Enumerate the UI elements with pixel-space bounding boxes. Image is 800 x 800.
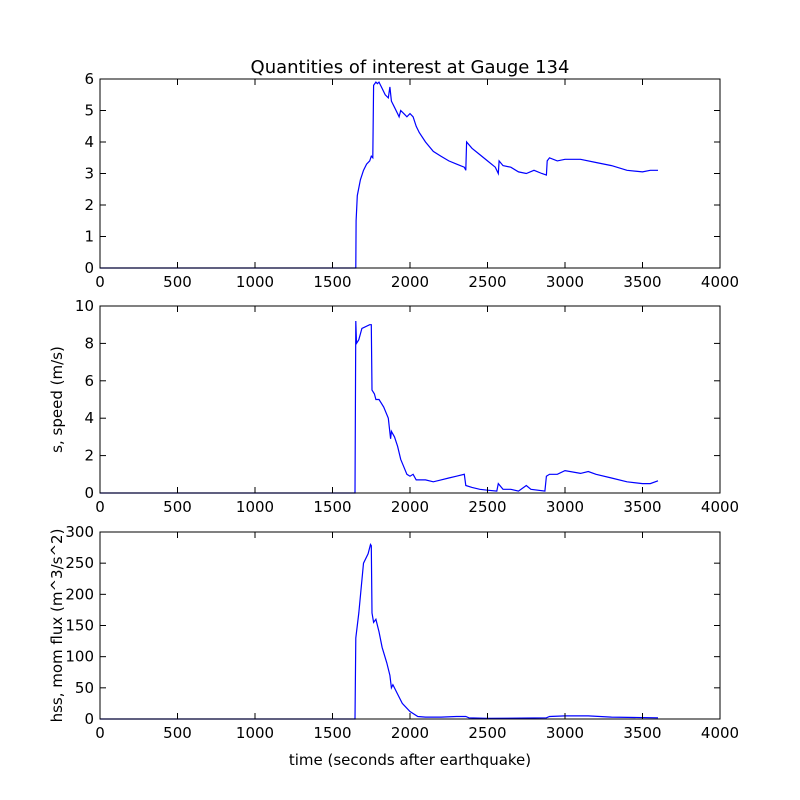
y-tick-label: 8 xyxy=(84,334,94,352)
y-tick-label: 4 xyxy=(84,133,94,151)
x-tick-label: 1500 xyxy=(313,724,351,742)
x-tick-label: 2500 xyxy=(468,724,506,742)
x-tick-label: 1000 xyxy=(236,724,274,742)
data-line xyxy=(100,543,659,720)
x-axis-label: time (seconds after earthquake) xyxy=(289,751,531,769)
y-tick-label: 0 xyxy=(84,484,94,502)
y-tick-label: 100 xyxy=(65,648,94,666)
x-tick-label: 1000 xyxy=(236,273,274,291)
x-tick-label: 4000 xyxy=(701,273,739,291)
x-tick-label: 1500 xyxy=(313,273,351,291)
x-tick-label: 1000 xyxy=(236,498,274,516)
x-tick-label: 3500 xyxy=(623,273,661,291)
y-tick-label: 6 xyxy=(84,372,94,390)
y-tick-label: 0 xyxy=(84,710,94,728)
y-tick-label: 10 xyxy=(75,297,94,315)
y-tick-label: 2 xyxy=(84,196,94,214)
y-axis-label: s, speed (m/s) xyxy=(48,346,66,453)
axes-frame xyxy=(99,305,721,494)
y-tick-label: 0 xyxy=(84,259,94,277)
x-tick-label: 2000 xyxy=(391,498,429,516)
data-line xyxy=(100,81,658,269)
y-tick-label: 5 xyxy=(84,102,94,120)
x-tick-label: 500 xyxy=(163,273,192,291)
x-tick-label: 0 xyxy=(95,724,105,742)
y-tick-label: 1 xyxy=(84,228,94,246)
chart-title: Quantities of interest at Gauge 134 xyxy=(251,57,570,78)
x-tick-label: 3000 xyxy=(546,273,584,291)
x-tick-label: 500 xyxy=(163,498,192,516)
y-tick-label: 4 xyxy=(84,409,94,427)
y-axis-label: hss, mom flux (m^3/s^2) xyxy=(48,529,66,723)
x-tick-label: 4000 xyxy=(701,724,739,742)
axes-frame xyxy=(99,78,721,269)
x-tick-label: 3000 xyxy=(546,498,584,516)
x-tick-label: 0 xyxy=(95,273,105,291)
y-tick-label: 2 xyxy=(84,447,94,465)
y-tick-label: 3 xyxy=(84,165,94,183)
x-tick-label: 3000 xyxy=(546,724,584,742)
y-tick-label: 6 xyxy=(84,70,94,88)
x-tick-label: 2500 xyxy=(468,498,506,516)
x-tick-label: 3500 xyxy=(623,498,661,516)
x-tick-label: 0 xyxy=(95,498,105,516)
y-tick-label: 300 xyxy=(65,523,94,541)
x-tick-label: 2000 xyxy=(391,273,429,291)
data-line xyxy=(100,320,659,494)
x-tick-label: 500 xyxy=(163,724,192,742)
x-tick-label: 1500 xyxy=(313,498,351,516)
y-tick-label: 200 xyxy=(65,585,94,603)
y-tick-label: 50 xyxy=(75,679,94,697)
y-tick-label: 150 xyxy=(65,617,94,635)
y-tick-label: 250 xyxy=(65,554,94,572)
x-tick-label: 2000 xyxy=(391,724,429,742)
x-tick-label: 3500 xyxy=(623,724,661,742)
x-tick-label: 4000 xyxy=(701,498,739,516)
axes-frame xyxy=(99,531,721,720)
x-tick-label: 2500 xyxy=(468,273,506,291)
